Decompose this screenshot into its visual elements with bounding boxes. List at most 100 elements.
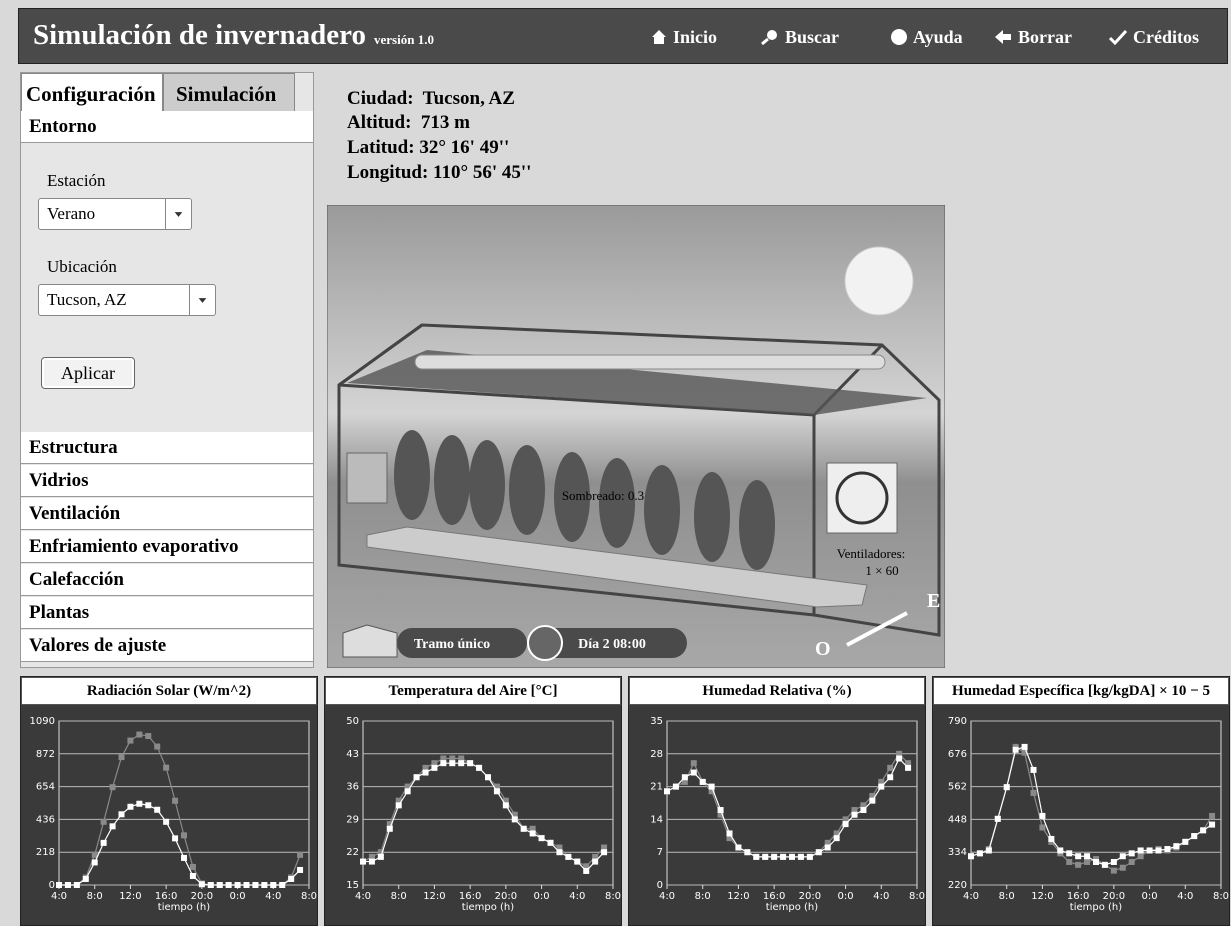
chart-title: Temperatura del Aire [°C] — [325, 677, 621, 705]
y-tick-label: 872 — [36, 749, 55, 760]
x-tick-label: 4:0 — [265, 891, 281, 902]
x-tick-label: 20:0 — [495, 891, 517, 902]
data-point — [288, 875, 295, 882]
data-point — [404, 783, 411, 790]
shading-label: Sombreado: 0.3 — [562, 488, 644, 503]
data-point — [1021, 743, 1028, 750]
data-point — [1039, 812, 1046, 819]
fan-rotor — [835, 471, 889, 525]
y-tick-label: 50 — [346, 716, 359, 727]
day-label: Día 2 08:00 — [578, 637, 646, 652]
data-point — [109, 823, 116, 830]
data-point — [744, 849, 751, 856]
x-tick-label: 16:0 — [155, 891, 177, 902]
data-point — [601, 844, 608, 851]
data-point — [198, 881, 205, 888]
section-header[interactable]: Valores de ajuste — [21, 630, 313, 662]
data-point — [109, 784, 116, 791]
data-point — [56, 882, 62, 888]
x-tick-label: 8:0 — [301, 891, 317, 902]
chart-panel: Humedad Específica [kg/kgDA] × 10 − 5 220… — [932, 676, 1230, 926]
data-point — [1048, 835, 1055, 842]
x-tick-label: 0:0 — [230, 891, 246, 902]
data-point — [493, 783, 500, 790]
data-point — [502, 797, 509, 804]
x-tick-label: 4:0 — [1177, 891, 1193, 902]
config-panel: Configuración Simulación Entorno Estació… — [20, 72, 314, 668]
data-point — [1137, 847, 1144, 854]
data-point — [851, 807, 858, 814]
data-point — [753, 853, 760, 860]
data-point — [225, 882, 232, 888]
data-point — [172, 835, 179, 842]
section-header[interactable]: Estructura — [21, 432, 313, 464]
location-select[interactable]: Tucson, AZ — [38, 284, 216, 316]
data-point — [440, 760, 447, 767]
header: Simulación de invernadero versión 1.0 Ini… — [18, 8, 1228, 64]
data-point — [1200, 827, 1207, 834]
x-tick-label: 4:0 — [873, 891, 889, 902]
x-tick-label: 12:0 — [1031, 891, 1053, 902]
data-point — [395, 797, 402, 804]
data-point — [905, 760, 912, 767]
nav-label: Créditos — [1133, 27, 1199, 47]
data-point — [181, 832, 187, 839]
section-header[interactable]: Entorno — [21, 111, 313, 143]
chart-title: Radiación Solar (W/m^2) — [21, 677, 317, 705]
nav-help[interactable]: Ayuda — [891, 27, 963, 48]
nav-credits[interactable]: Créditos — [1108, 27, 1199, 48]
data-point — [1084, 858, 1091, 865]
station-select[interactable]: Verano — [38, 198, 192, 230]
y-tick-label: 22 — [346, 847, 359, 858]
data-point — [431, 760, 438, 767]
data-point — [1084, 853, 1091, 860]
x-tick-label: 8:0 — [605, 891, 621, 902]
section-header[interactable]: Plantas — [21, 597, 313, 629]
info-line: Longitud: 110° 56' 45'' — [347, 162, 532, 183]
data-point — [1039, 824, 1046, 831]
nav-home[interactable]: Inicio — [651, 27, 717, 48]
nav-label: Borrar — [1018, 27, 1072, 47]
data-point — [154, 806, 161, 813]
data-point — [717, 807, 724, 814]
nav-search[interactable]: Buscar — [761, 27, 839, 48]
section-header[interactable]: Ventilación — [21, 498, 313, 530]
data-point — [1093, 858, 1099, 865]
x-tick-label: 12:0 — [119, 891, 141, 902]
data-point — [529, 830, 536, 837]
section-header[interactable]: Vidrios — [21, 465, 313, 497]
data-point — [690, 760, 697, 767]
y-tick-label: 43 — [346, 749, 359, 760]
data-point — [145, 733, 152, 740]
data-point — [297, 851, 304, 858]
data-point — [502, 802, 509, 809]
tab[interactable]: Configuración — [21, 73, 163, 111]
y-tick-label: 220 — [948, 880, 967, 891]
data-point — [386, 825, 393, 832]
fans-label: Ventiladores: — [837, 546, 906, 561]
apply-button[interactable]: Aplicar — [41, 357, 135, 389]
x-tick-label: 16:0 — [459, 891, 481, 902]
x-tick-label: 4:0 — [355, 891, 371, 902]
data-point — [905, 764, 912, 771]
data-point — [896, 750, 903, 757]
data-point — [1066, 850, 1073, 857]
data-point — [833, 835, 840, 842]
data-point — [708, 788, 715, 795]
y-tick-label: 14 — [650, 814, 663, 825]
section-header[interactable]: Enfriamiento evaporativo — [21, 531, 313, 563]
data-point — [127, 737, 134, 744]
data-point — [896, 755, 903, 762]
chart-title: Humedad Específica [kg/kgDA] × 10 − 5 — [933, 677, 1229, 705]
data-point — [1110, 858, 1117, 865]
tab[interactable]: Simulación — [163, 73, 295, 111]
section-header[interactable]: Calefacción — [21, 564, 313, 596]
y-tick-label: 654 — [36, 782, 55, 793]
data-point — [1164, 846, 1171, 853]
data-point — [708, 783, 715, 790]
y-tick-label: 21 — [650, 782, 663, 793]
data-point — [422, 764, 429, 771]
title: Simulación de invernadero — [33, 19, 366, 51]
nav-clear[interactable]: Borrar — [994, 27, 1072, 48]
data-point — [878, 783, 885, 790]
